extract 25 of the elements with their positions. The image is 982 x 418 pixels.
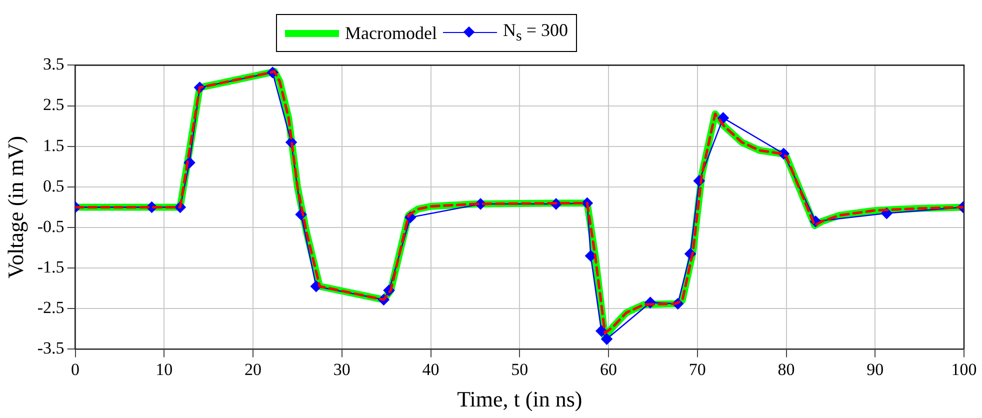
y-tick-label: -2.5 (37, 298, 64, 318)
x-tick-label: 80 (778, 360, 795, 379)
x-tick-label: 50 (511, 360, 528, 379)
x-tick-label: 100 (951, 360, 977, 379)
x-tick-label: 70 (688, 360, 706, 379)
x-tick-label: 30 (333, 360, 350, 379)
point (601, 333, 612, 345)
y-tick-label: 2.5 (43, 95, 64, 114)
x-tick-label: 60 (600, 360, 618, 379)
x-tick-label: 0 (71, 360, 80, 379)
y-axis-title: Voltage (in mV) (2, 136, 28, 278)
x-tick-label: 20 (244, 360, 262, 379)
y-tick-label: 0.5 (43, 176, 64, 196)
y-tick-label: 1.5 (43, 136, 64, 155)
point (585, 250, 596, 262)
x-tick-label: 90 (866, 360, 884, 379)
y-tick-label: -1.5 (37, 258, 64, 277)
legend-label: Macromodel (345, 22, 437, 44)
y-tick-label: -0.5 (37, 216, 64, 236)
legend-label: N$_{s}$ = 300 (502, 20, 568, 46)
x-tick-label: 40 (422, 360, 440, 379)
y-tick-label: 3.5 (43, 54, 64, 74)
y-tick-label: -3.5 (37, 338, 64, 358)
x-tick-label: 10 (156, 360, 173, 379)
x-axis-title: Time, t (in ns) (457, 386, 582, 412)
